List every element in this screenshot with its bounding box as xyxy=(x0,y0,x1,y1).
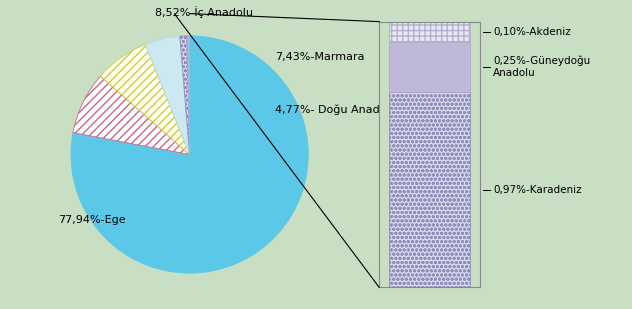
Text: 0,25%-Güneydоğu
Anadolu: 0,25%-Güneydоğu Anadolu xyxy=(493,56,590,78)
Text: 8,52%-İç Anadolu: 8,52%-İç Anadolu xyxy=(155,6,253,18)
Wedge shape xyxy=(100,44,190,154)
Text: 7,43%-Marmara: 7,43%-Marmara xyxy=(275,52,365,62)
Wedge shape xyxy=(73,76,190,154)
Wedge shape xyxy=(71,36,308,273)
Bar xyxy=(389,22,470,42)
Text: 77,94%-Ege: 77,94%-Ege xyxy=(59,215,126,225)
Text: 0,10%-Akdeniz: 0,10%-Akdeniz xyxy=(493,27,571,37)
Wedge shape xyxy=(145,36,190,154)
Wedge shape xyxy=(179,36,190,154)
Text: 0,97%-Karadeniz: 0,97%-Karadeniz xyxy=(493,185,581,195)
Wedge shape xyxy=(189,36,190,154)
Text: 4,77%- Doğu Anadolu: 4,77%- Doğu Anadolu xyxy=(275,104,397,115)
Bar xyxy=(389,42,470,92)
Bar xyxy=(389,92,470,287)
Wedge shape xyxy=(187,36,190,154)
